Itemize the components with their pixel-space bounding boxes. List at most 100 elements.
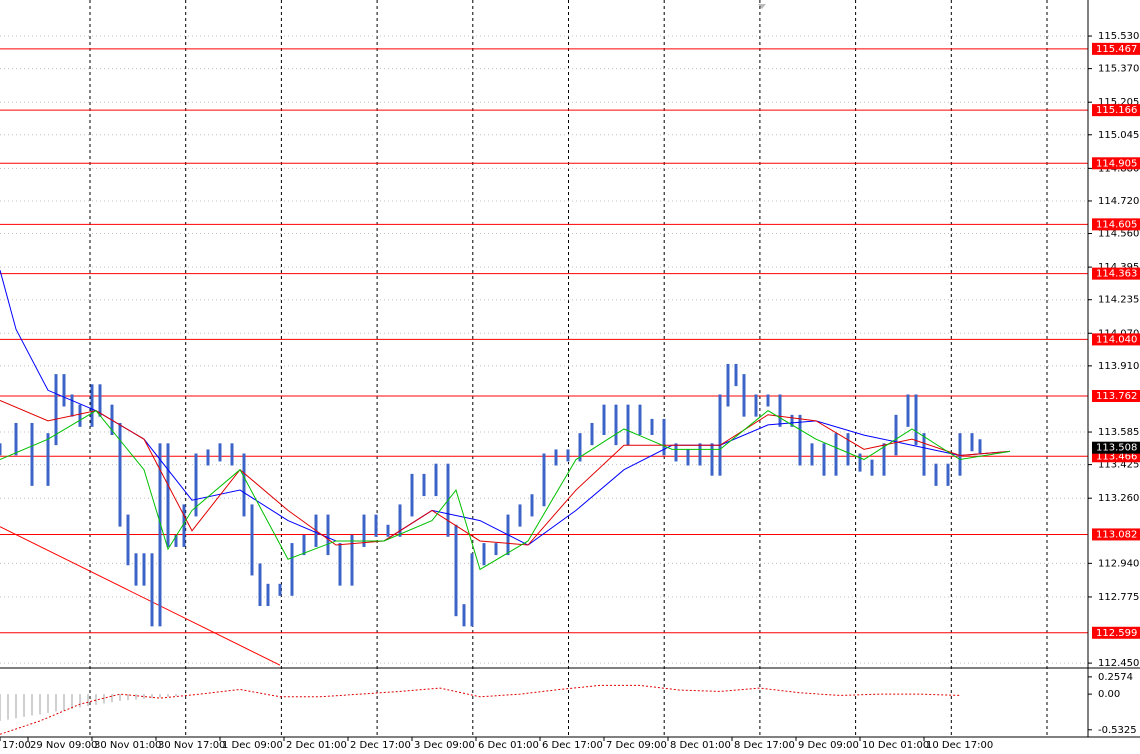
level-label-bg	[1092, 626, 1140, 639]
price-bar	[46, 433, 50, 486]
price-bar	[922, 433, 926, 476]
price-bar	[158, 443, 162, 627]
x-tick-label: 3 Dec 09:00	[414, 740, 475, 751]
price-bar	[494, 543, 498, 556]
price-bar	[338, 543, 342, 586]
y-tick-label: 113.585	[1098, 427, 1139, 438]
y-tick-label: 113.260	[1098, 493, 1139, 504]
price-bar	[530, 494, 534, 517]
level-label-bg	[1092, 389, 1140, 402]
level-label-bg	[1092, 157, 1140, 170]
price-bar	[686, 449, 690, 466]
y-tick-label: 113.910	[1098, 361, 1139, 372]
x-tick-label: 2 Dec 01:00	[286, 740, 347, 751]
price-bar	[70, 394, 74, 417]
y-tick-label: 114.560	[1098, 229, 1139, 240]
price-bar	[290, 543, 294, 596]
price-bar	[470, 553, 474, 627]
price-bar	[958, 433, 962, 476]
y-tick-label: 115.205	[1098, 97, 1139, 108]
x-tick-label: 10 Dec 17:00	[926, 740, 993, 751]
level-label: 114.363	[1096, 269, 1137, 280]
price-bar	[90, 384, 94, 427]
price-bar	[734, 363, 738, 387]
price-bar	[718, 394, 722, 476]
price-bar	[250, 504, 254, 576]
y-tick-label: 112.450	[1098, 658, 1139, 669]
price-bar	[30, 422, 34, 486]
price-bar	[542, 453, 546, 507]
osc-tick-label: -0.5325	[1098, 725, 1137, 736]
x-tick-label: 2 Dec 17:00	[350, 740, 411, 751]
price-bar	[142, 553, 146, 586]
osc-signal	[0, 684, 961, 735]
price-bar	[206, 449, 210, 466]
x-tick-label: 6 Dec 01:00	[478, 740, 539, 751]
price-bar	[134, 553, 138, 586]
price-bar	[590, 422, 594, 446]
price-bar	[434, 463, 438, 497]
price-bar	[194, 453, 198, 517]
price-bar	[462, 604, 466, 627]
level-label-bg	[1092, 267, 1140, 280]
osc-tick-label: 0.00	[1098, 689, 1120, 700]
y-tick-label: 112.940	[1098, 558, 1139, 569]
level-label: 115.467	[1096, 44, 1137, 55]
price-bar	[386, 524, 390, 537]
price-bar	[882, 443, 886, 476]
y-tick-label: 115.530	[1098, 31, 1139, 42]
price-bar	[970, 433, 974, 452]
level-label-bg	[1092, 104, 1140, 117]
x-tick-label: 30 Nov 01:00	[94, 740, 161, 751]
price-bar	[150, 553, 154, 627]
price-bar	[822, 443, 826, 476]
price-bar	[554, 449, 558, 466]
price-bar	[266, 583, 270, 606]
price-bar	[422, 473, 426, 497]
level-label: 114.040	[1096, 334, 1137, 345]
level-label-bg	[1092, 528, 1140, 541]
price-bar	[906, 394, 910, 427]
price-bar	[126, 514, 130, 566]
level-label-bg	[1092, 333, 1140, 346]
y-tick-label: 114.720	[1098, 196, 1139, 207]
price-bar	[726, 363, 730, 407]
shift-marker	[758, 4, 766, 9]
x-tick-label: 7 Dec 09:00	[606, 740, 667, 751]
price-bar	[946, 463, 950, 486]
price-bar	[710, 443, 714, 476]
price-bar	[302, 534, 306, 556]
price-bar	[218, 443, 222, 462]
price-bar	[350, 534, 354, 586]
x-tick-label: 1 Dec 09:00	[222, 740, 283, 751]
price-bar	[798, 414, 802, 466]
price-bar	[0, 443, 2, 456]
osc-tick-label: 0.2574	[1098, 672, 1133, 683]
price-bar	[374, 514, 378, 537]
level-label-bg	[1092, 218, 1140, 231]
price-bar	[894, 414, 898, 456]
price-bar	[790, 414, 794, 427]
price-bar	[978, 439, 982, 454]
price-bar	[810, 443, 814, 466]
level-label: 113.466	[1096, 451, 1137, 462]
price-bar	[846, 433, 850, 466]
y-tick-label: 113.425	[1098, 460, 1139, 471]
price-bar	[278, 583, 282, 596]
price-bar	[602, 404, 606, 435]
level-label: 112.599	[1096, 628, 1137, 639]
level-label: 113.762	[1096, 391, 1137, 402]
y-tick-label: 114.235	[1098, 295, 1139, 306]
x-tick-label: 30 Nov 17:00	[158, 740, 225, 751]
level-label: 114.905	[1096, 158, 1137, 169]
price-bar	[650, 418, 654, 435]
price-bar	[870, 459, 874, 476]
y-tick-label: 112.775	[1098, 592, 1139, 603]
price-bar	[14, 422, 18, 456]
price-bar	[578, 433, 582, 462]
price-bar	[166, 443, 170, 547]
x-tick-label: 29 Nov 09:00	[30, 740, 97, 751]
price-bar	[54, 374, 58, 446]
price-bar	[362, 514, 366, 547]
